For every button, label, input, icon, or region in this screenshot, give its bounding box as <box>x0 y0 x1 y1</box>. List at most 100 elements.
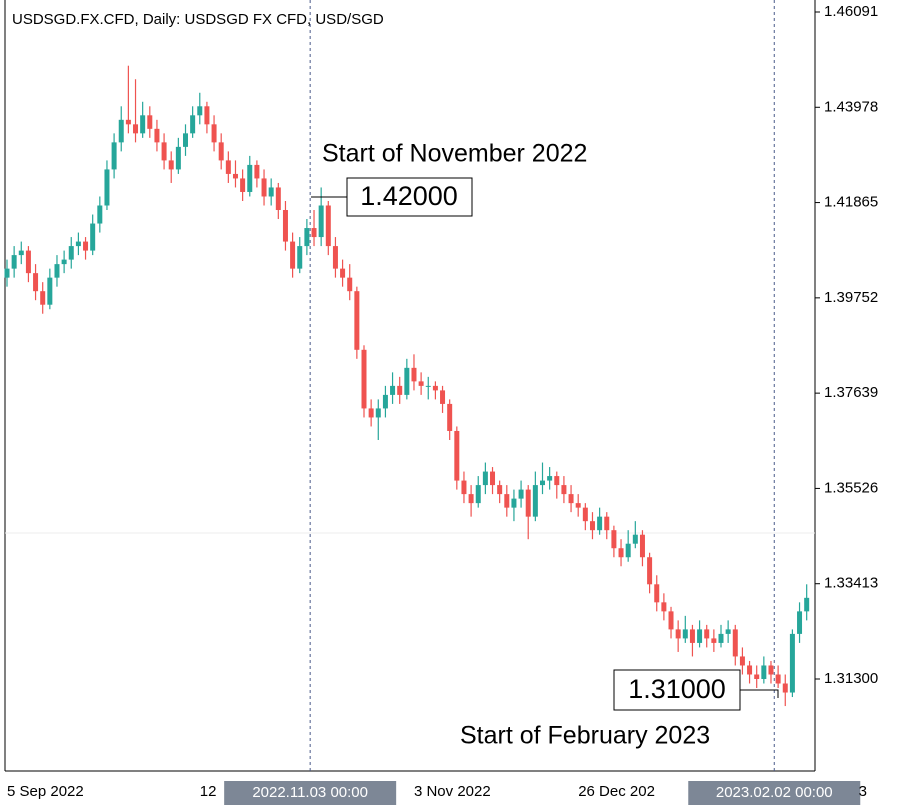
candle-body <box>732 629 738 657</box>
candle-body <box>183 133 188 147</box>
candle-body <box>282 210 288 242</box>
x-tick-label: 3 Nov 2022 <box>414 783 491 800</box>
time-tag <box>224 781 397 805</box>
candle-body <box>661 602 667 612</box>
candle-body <box>654 584 660 603</box>
candle-body <box>511 498 517 508</box>
candle-body <box>68 246 74 260</box>
candle-body <box>518 489 524 499</box>
candle-body <box>589 521 595 531</box>
candle-body <box>647 557 653 585</box>
candle-body <box>739 656 745 666</box>
candle-body <box>475 485 481 504</box>
candle-body <box>340 268 346 278</box>
candle-body <box>404 367 410 395</box>
candle-body <box>461 480 467 495</box>
candle-body <box>111 142 117 170</box>
y-tick-label: 1.46091 <box>824 3 878 20</box>
candle-body <box>761 665 767 679</box>
price-label: 1.31000 <box>628 674 726 704</box>
candle-body <box>290 241 296 269</box>
x-tick-label: 26 Dec 202 <box>578 783 655 800</box>
candle-body <box>711 638 717 643</box>
candle-body <box>390 385 396 395</box>
candle-body <box>525 489 531 517</box>
candle-body <box>240 178 246 192</box>
candle-body <box>532 485 538 517</box>
candle-body <box>797 611 803 634</box>
price-box <box>613 669 741 711</box>
candle-body <box>47 277 53 305</box>
candle-body <box>104 169 110 206</box>
candle-body <box>154 128 160 143</box>
candle-body <box>218 142 224 161</box>
candle-body <box>97 205 103 224</box>
candle-body <box>147 115 153 129</box>
candle-body <box>425 385 431 387</box>
candle-body <box>204 106 210 125</box>
candle-body <box>268 187 274 197</box>
candle-body <box>332 246 338 269</box>
candle-body <box>504 494 510 508</box>
candle-body <box>604 516 610 531</box>
candle-body <box>639 534 645 558</box>
candle-body <box>25 250 31 274</box>
annotation: Start of November 2022 <box>322 140 587 168</box>
candle-body <box>75 241 81 247</box>
candle-body <box>61 259 67 265</box>
candle-body <box>33 273 39 292</box>
candle-body <box>4 268 10 278</box>
candles <box>4 0 810 771</box>
candle-body <box>347 277 353 292</box>
time-tag-label: 2023.02.02 00:00 <box>716 784 833 801</box>
candle-body <box>554 476 560 486</box>
candle-body <box>247 164 253 192</box>
candle-body <box>11 255 17 269</box>
y-tick-label: 1.35526 <box>824 479 878 496</box>
y-tick-label: 1.37639 <box>824 384 878 401</box>
candle-body <box>90 223 96 251</box>
candle-body <box>718 633 724 643</box>
candle-body <box>190 115 196 134</box>
candle-body <box>382 394 388 409</box>
candle-body <box>454 430 460 481</box>
candle-body <box>618 548 624 558</box>
candle-body <box>161 142 167 161</box>
candle-body <box>754 674 760 679</box>
candle-body <box>632 534 638 544</box>
candle-body <box>40 291 46 305</box>
candle-body <box>140 115 146 134</box>
candle-body <box>211 124 217 143</box>
candle-body <box>789 633 795 693</box>
candle-body <box>397 385 403 395</box>
candle-body <box>375 408 381 418</box>
candle-body <box>611 530 617 549</box>
time-tags: 2022.11.03 00:00 2023.02.02 00:00 <box>224 781 861 805</box>
candle-body <box>568 494 574 504</box>
candle-body <box>597 516 603 531</box>
y-tick-label: 1.43978 <box>824 98 878 115</box>
candle-body <box>440 390 446 404</box>
candle-body <box>361 349 367 409</box>
y-tick-label: 1.31300 <box>824 670 878 687</box>
candle-body <box>697 629 703 643</box>
x-tick-label: 3 <box>859 783 867 800</box>
candle-body <box>83 241 89 251</box>
candle-body <box>197 106 203 116</box>
candle-body <box>225 160 231 174</box>
candle-body <box>125 119 131 125</box>
candle-body <box>768 665 774 675</box>
candle-body <box>118 119 124 143</box>
candle-body <box>232 173 238 179</box>
candle-body <box>318 205 324 238</box>
candle-body <box>354 291 360 350</box>
candle-body <box>311 228 317 238</box>
candle-body <box>175 146 181 170</box>
candle-body <box>490 471 496 486</box>
candle-body <box>575 503 581 508</box>
candle-body <box>261 178 267 197</box>
candle-body <box>254 164 260 179</box>
candle-body <box>704 629 710 639</box>
